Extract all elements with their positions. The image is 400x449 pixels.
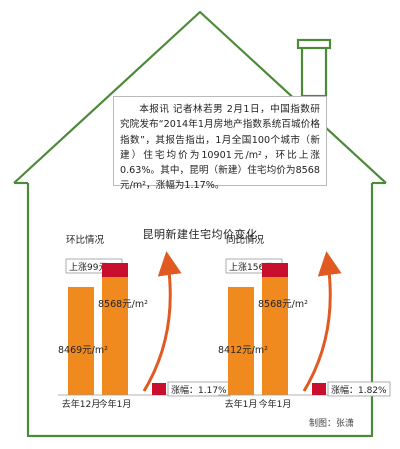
bar-previous	[228, 287, 254, 395]
x-tick-label: 去年12月	[62, 398, 100, 410]
panel-heading: 同比情况	[226, 234, 265, 246]
bar-current	[262, 275, 288, 395]
rate-marker	[312, 383, 326, 395]
value-label-current: 8568元/m²	[98, 299, 148, 310]
value-label-previous: 8412元/m²	[218, 345, 268, 356]
x-tick-label: 今年1月	[99, 398, 132, 410]
value-label-previous: 8469元/m²	[58, 345, 108, 356]
panel-heading: 环比情况	[66, 234, 105, 246]
rate-label: 涨幅：1.17%	[171, 384, 227, 396]
chart-panels: 环比情况上涨99元去年12月今年1月8469元/m²8568元/m²涨幅：1.1…	[58, 234, 391, 410]
chimney	[296, 38, 332, 98]
rate-label-box	[327, 381, 391, 397]
credit-label: 制图：张潇	[306, 416, 356, 429]
x-tick-label: 去年1月	[225, 398, 258, 410]
news-text: 本报讯 记者林若男 2月1日，中国指数研究院发布“2014年1月房地产指数系统百…	[120, 104, 320, 192]
rate-label: 涨幅：1.82%	[331, 384, 387, 396]
news-text-box: 本报讯 记者林若男 2月1日，中国指数研究院发布“2014年1月房地产指数系统百…	[113, 96, 327, 191]
rise-arrow	[142, 251, 182, 392]
increase-label: 上涨99元	[69, 262, 107, 273]
value-label-current: 8568元/m²	[258, 299, 308, 310]
increase-label: 上涨156元	[229, 262, 273, 273]
x-tick-label: 今年1月	[259, 398, 292, 410]
rise-arrow	[302, 251, 342, 392]
bar-previous	[68, 287, 94, 395]
bar-increase-cap	[102, 263, 128, 277]
bar-increase-cap	[262, 263, 288, 277]
chart-title: 昆明新建住宅均价变化	[142, 228, 258, 241]
rate-marker	[152, 383, 166, 395]
bar-current	[102, 275, 128, 395]
